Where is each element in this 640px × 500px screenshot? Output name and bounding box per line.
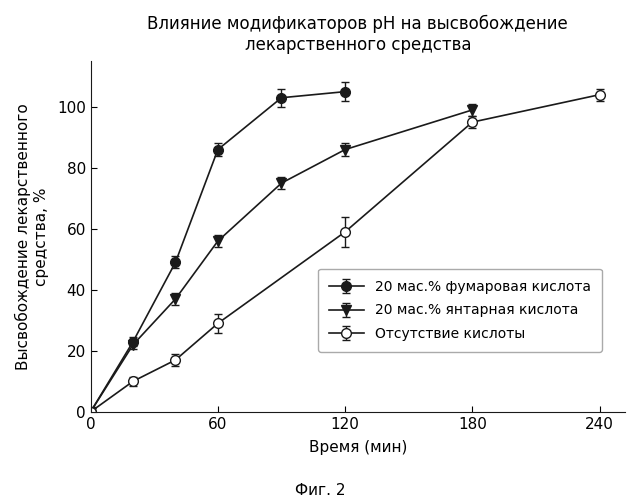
Text: Фиг. 2: Фиг. 2: [295, 483, 345, 498]
Legend: 20 мас.% фумаровая кислота, 20 мас.% янтарная кислота, Отсутствие кислоты: 20 мас.% фумаровая кислота, 20 мас.% янт…: [318, 268, 602, 352]
Title: Влияние модификаторов рН на высвобождение
лекарственного средства: Влияние модификаторов рН на высвобождени…: [147, 15, 568, 54]
Y-axis label: Высвобождение лекарственного
средства, %: Высвобождение лекарственного средства, %: [15, 103, 49, 370]
X-axis label: Время (мин): Время (мин): [308, 440, 407, 455]
